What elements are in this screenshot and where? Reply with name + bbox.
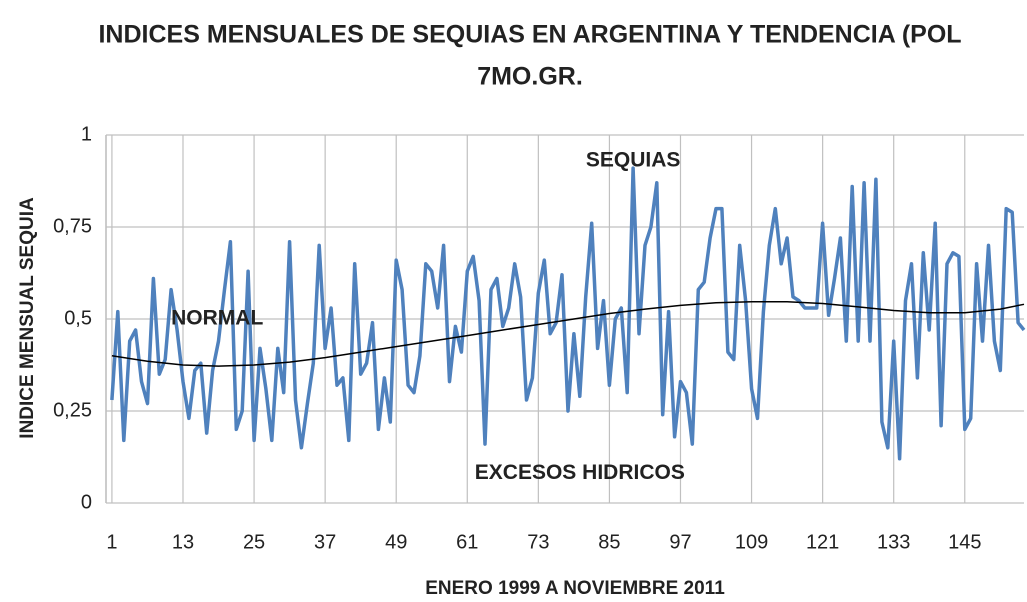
x-tick-label: 37 — [314, 531, 336, 553]
y-tick-label: 1 — [81, 123, 92, 145]
x-tick-label: 25 — [243, 531, 265, 553]
data-line — [110, 166, 1026, 461]
y-tick-label: 0 — [81, 491, 92, 513]
x-tick-label: 97 — [669, 531, 691, 553]
x-axis-label: ENERO 1999 A NOVIEMBRE 2011 — [425, 578, 725, 599]
y-axis-label: INDICE MENSUAL SEQUIA — [17, 197, 38, 439]
x-tick-label: 145 — [948, 531, 981, 553]
x-tick-label: 61 — [456, 531, 478, 553]
y-tick-label: 0,75 — [53, 215, 92, 237]
x-tick-label: 85 — [598, 531, 620, 553]
y-tick-label: 0,5 — [64, 307, 92, 329]
x-tick-label: 109 — [735, 531, 768, 553]
x-tick-label: 13 — [172, 531, 194, 553]
x-tick-label: 133 — [877, 531, 910, 553]
chart-title: INDICES MENSUALES DE SEQUIAS EN ARGENTIN… — [98, 21, 961, 49]
x-tick-label: 73 — [527, 531, 549, 553]
x-tick-label: 121 — [806, 531, 839, 553]
x-tick-label: 49 — [385, 531, 407, 553]
annotation: EXCESOS HIDRICOS — [475, 461, 685, 484]
annotation: SEQUIAS — [586, 148, 681, 171]
y-tick-label: 0,25 — [53, 399, 92, 421]
x-tick-label: 1 — [106, 531, 117, 553]
chart-title: 7MO.GR. — [477, 63, 583, 91]
data-line — [111, 300, 1025, 367]
annotation: NORMAL — [171, 307, 263, 330]
